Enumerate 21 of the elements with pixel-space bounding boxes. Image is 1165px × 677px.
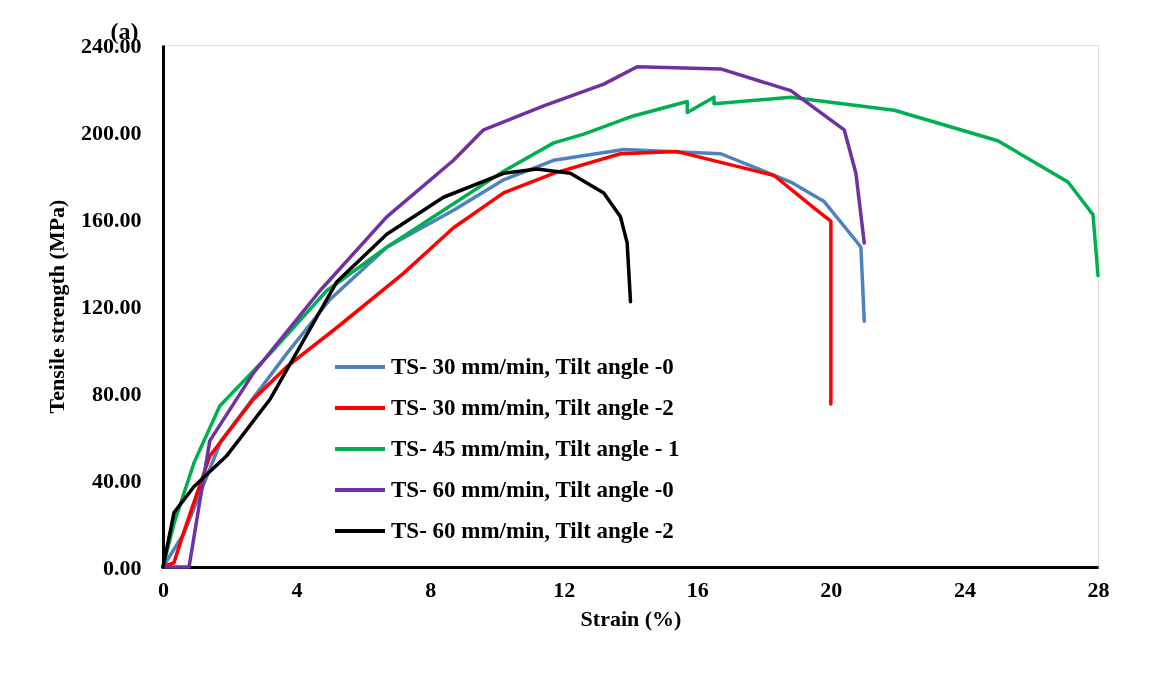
y-tick-label: 0.00: [103, 554, 142, 580]
y-tick-label: 80.00: [92, 380, 142, 406]
y-axis-title: Tensile strength (MPa): [44, 199, 69, 414]
legend-label: TS- 60 mm/min, Tilt angle -2: [391, 518, 674, 543]
x-tick-label: 12: [553, 576, 576, 602]
x-tick-label: 0: [158, 576, 169, 602]
x-tick-label: 8: [425, 576, 437, 602]
y-tick-label: 200.00: [81, 119, 142, 145]
legend-label: TS- 30 mm/min, Tilt angle -2: [391, 395, 674, 420]
x-tick-label: 28: [1087, 576, 1110, 602]
y-tick-label: 40.00: [92, 467, 142, 493]
x-axis-title: Strain (%): [580, 605, 682, 631]
x-tick-label: 24: [953, 576, 976, 602]
x-tick-label: 4: [291, 576, 303, 602]
legend-label: TS- 30 mm/min, Tilt angle -0: [391, 354, 674, 379]
x-tick-label: 20: [820, 576, 843, 602]
y-tick-label: 120.00: [81, 293, 142, 319]
legend-label: TS- 60 mm/min, Tilt angle -0: [391, 477, 674, 502]
legend-label: TS- 45 mm/min, Tilt angle - 1: [391, 436, 680, 461]
x-tick-label: 16: [686, 576, 709, 602]
y-tick-label: 160.00: [81, 206, 142, 232]
